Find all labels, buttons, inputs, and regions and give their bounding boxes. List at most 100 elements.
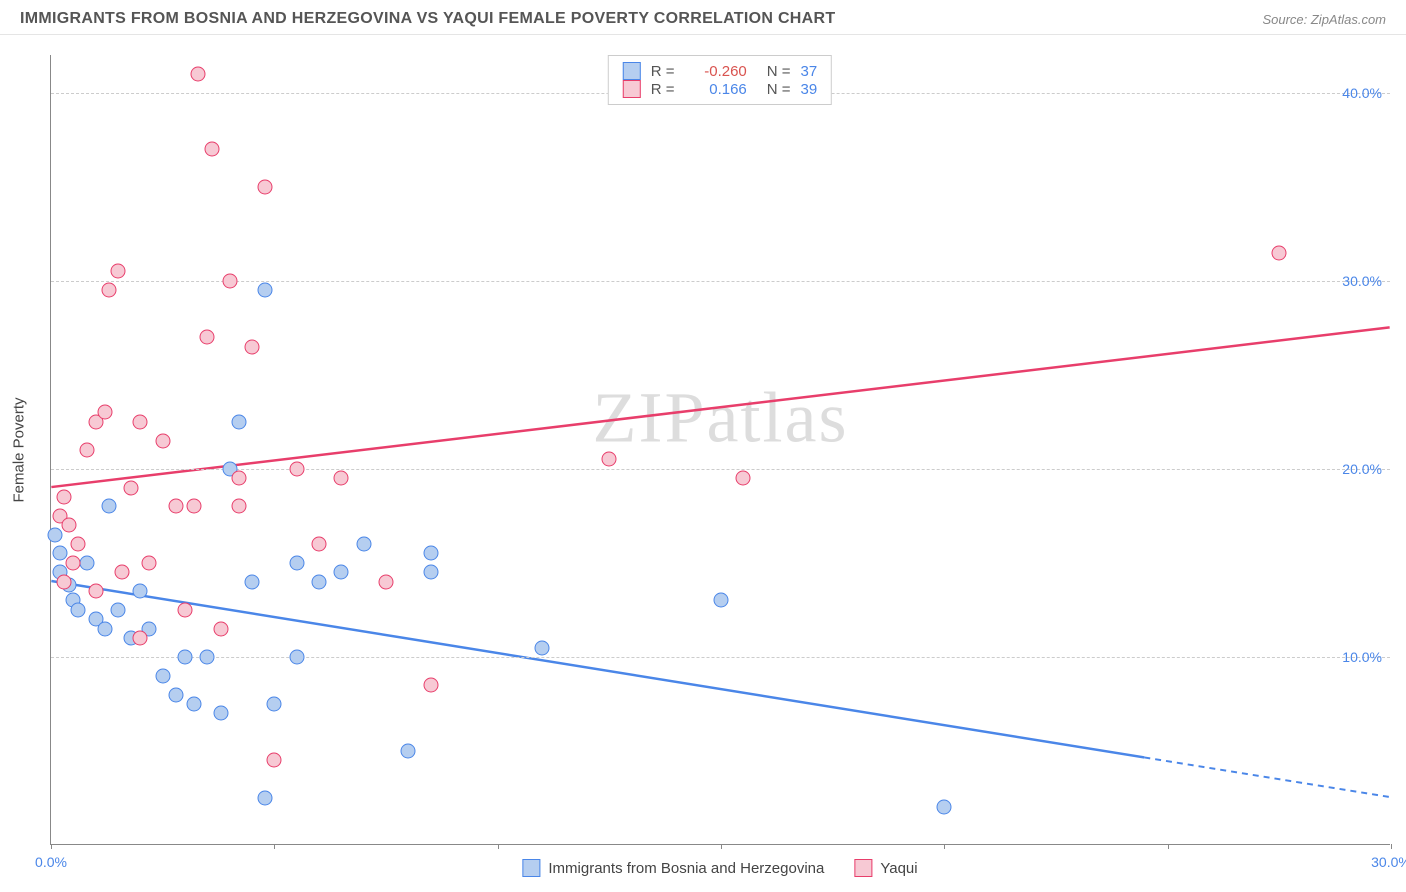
data-point xyxy=(231,471,246,486)
x-tick xyxy=(1168,844,1169,849)
data-point xyxy=(186,499,201,514)
data-point xyxy=(423,565,438,580)
r-value: -0.260 xyxy=(691,63,747,80)
legend-row: R = -0.260 N = 37 xyxy=(623,62,817,80)
y-tick-label: 20.0% xyxy=(1342,461,1382,477)
data-point xyxy=(423,546,438,561)
trend-line-dashed xyxy=(1144,757,1389,797)
data-point xyxy=(736,471,751,486)
data-point xyxy=(714,593,729,608)
n-value: 39 xyxy=(801,81,818,98)
data-point xyxy=(124,480,139,495)
x-tick xyxy=(274,844,275,849)
data-point xyxy=(334,471,349,486)
data-point xyxy=(133,414,148,429)
data-point xyxy=(204,142,219,157)
data-point xyxy=(57,490,72,505)
x-tick xyxy=(498,844,499,849)
data-point xyxy=(97,405,112,420)
gridline xyxy=(51,281,1390,282)
chart-title: IMMIGRANTS FROM BOSNIA AND HERZEGOVINA V… xyxy=(20,10,835,28)
x-tick-label: 0.0% xyxy=(35,854,67,870)
data-point xyxy=(423,678,438,693)
data-point xyxy=(245,339,260,354)
data-point xyxy=(231,499,246,514)
legend-swatch xyxy=(522,859,540,877)
data-point xyxy=(66,555,81,570)
data-point xyxy=(379,574,394,589)
data-point xyxy=(133,631,148,646)
data-point xyxy=(186,696,201,711)
r-label: R = xyxy=(651,63,681,80)
data-point xyxy=(200,649,215,664)
gridline xyxy=(51,469,1390,470)
data-point xyxy=(289,461,304,476)
n-label: N = xyxy=(767,63,791,80)
data-point xyxy=(97,621,112,636)
data-point xyxy=(169,687,184,702)
data-point xyxy=(102,499,117,514)
plot-area: ZIPatlas Female Poverty 10.0%20.0%30.0%4… xyxy=(50,55,1390,845)
data-point xyxy=(70,537,85,552)
source-label: Source: ZipAtlas.com xyxy=(1262,12,1386,27)
data-point xyxy=(111,264,126,279)
data-point xyxy=(155,668,170,683)
y-tick-label: 40.0% xyxy=(1342,85,1382,101)
data-point xyxy=(222,273,237,288)
data-point xyxy=(258,179,273,194)
x-tick xyxy=(721,844,722,849)
y-axis-label: Female Poverty xyxy=(11,397,28,502)
legend-label: Immigrants from Bosnia and Herzegovina xyxy=(548,860,824,877)
data-point xyxy=(213,706,228,721)
data-point xyxy=(937,800,952,815)
data-point xyxy=(200,330,215,345)
data-point xyxy=(289,649,304,664)
data-point xyxy=(79,555,94,570)
correlation-legend: R = -0.260 N = 37 R = 0.166 N = 39 xyxy=(608,55,832,105)
legend-item: Immigrants from Bosnia and Herzegovina xyxy=(522,859,824,877)
data-point xyxy=(213,621,228,636)
data-point xyxy=(115,565,130,580)
y-tick-label: 30.0% xyxy=(1342,273,1382,289)
data-point xyxy=(535,640,550,655)
n-label: N = xyxy=(767,81,791,98)
data-point xyxy=(356,537,371,552)
data-point xyxy=(102,283,117,298)
legend-row: R = 0.166 N = 39 xyxy=(623,80,817,98)
n-value: 37 xyxy=(801,63,818,80)
trend-line xyxy=(51,581,1144,757)
data-point xyxy=(401,743,416,758)
data-point xyxy=(70,602,85,617)
x-tick xyxy=(944,844,945,849)
data-point xyxy=(142,555,157,570)
data-point xyxy=(602,452,617,467)
data-point xyxy=(1272,245,1287,260)
trend-lines xyxy=(51,55,1390,844)
data-point xyxy=(155,433,170,448)
data-point xyxy=(312,537,327,552)
watermark: ZIPatlas xyxy=(593,376,849,459)
legend-swatch xyxy=(854,859,872,877)
x-tick xyxy=(1391,844,1392,849)
legend-swatch xyxy=(623,62,641,80)
data-point xyxy=(334,565,349,580)
legend-item: Yaqui xyxy=(854,859,917,877)
data-point xyxy=(133,584,148,599)
data-point xyxy=(178,602,193,617)
data-point xyxy=(111,602,126,617)
r-value: 0.166 xyxy=(691,81,747,98)
r-label: R = xyxy=(651,81,681,98)
x-tick-label: 30.0% xyxy=(1371,854,1406,870)
data-point xyxy=(245,574,260,589)
data-point xyxy=(61,518,76,533)
data-point xyxy=(258,283,273,298)
data-point xyxy=(57,574,72,589)
data-point xyxy=(79,443,94,458)
title-bar: IMMIGRANTS FROM BOSNIA AND HERZEGOVINA V… xyxy=(0,0,1406,35)
data-point xyxy=(312,574,327,589)
data-point xyxy=(289,555,304,570)
gridline xyxy=(51,657,1390,658)
data-point xyxy=(178,649,193,664)
data-point xyxy=(88,584,103,599)
data-point xyxy=(52,546,67,561)
